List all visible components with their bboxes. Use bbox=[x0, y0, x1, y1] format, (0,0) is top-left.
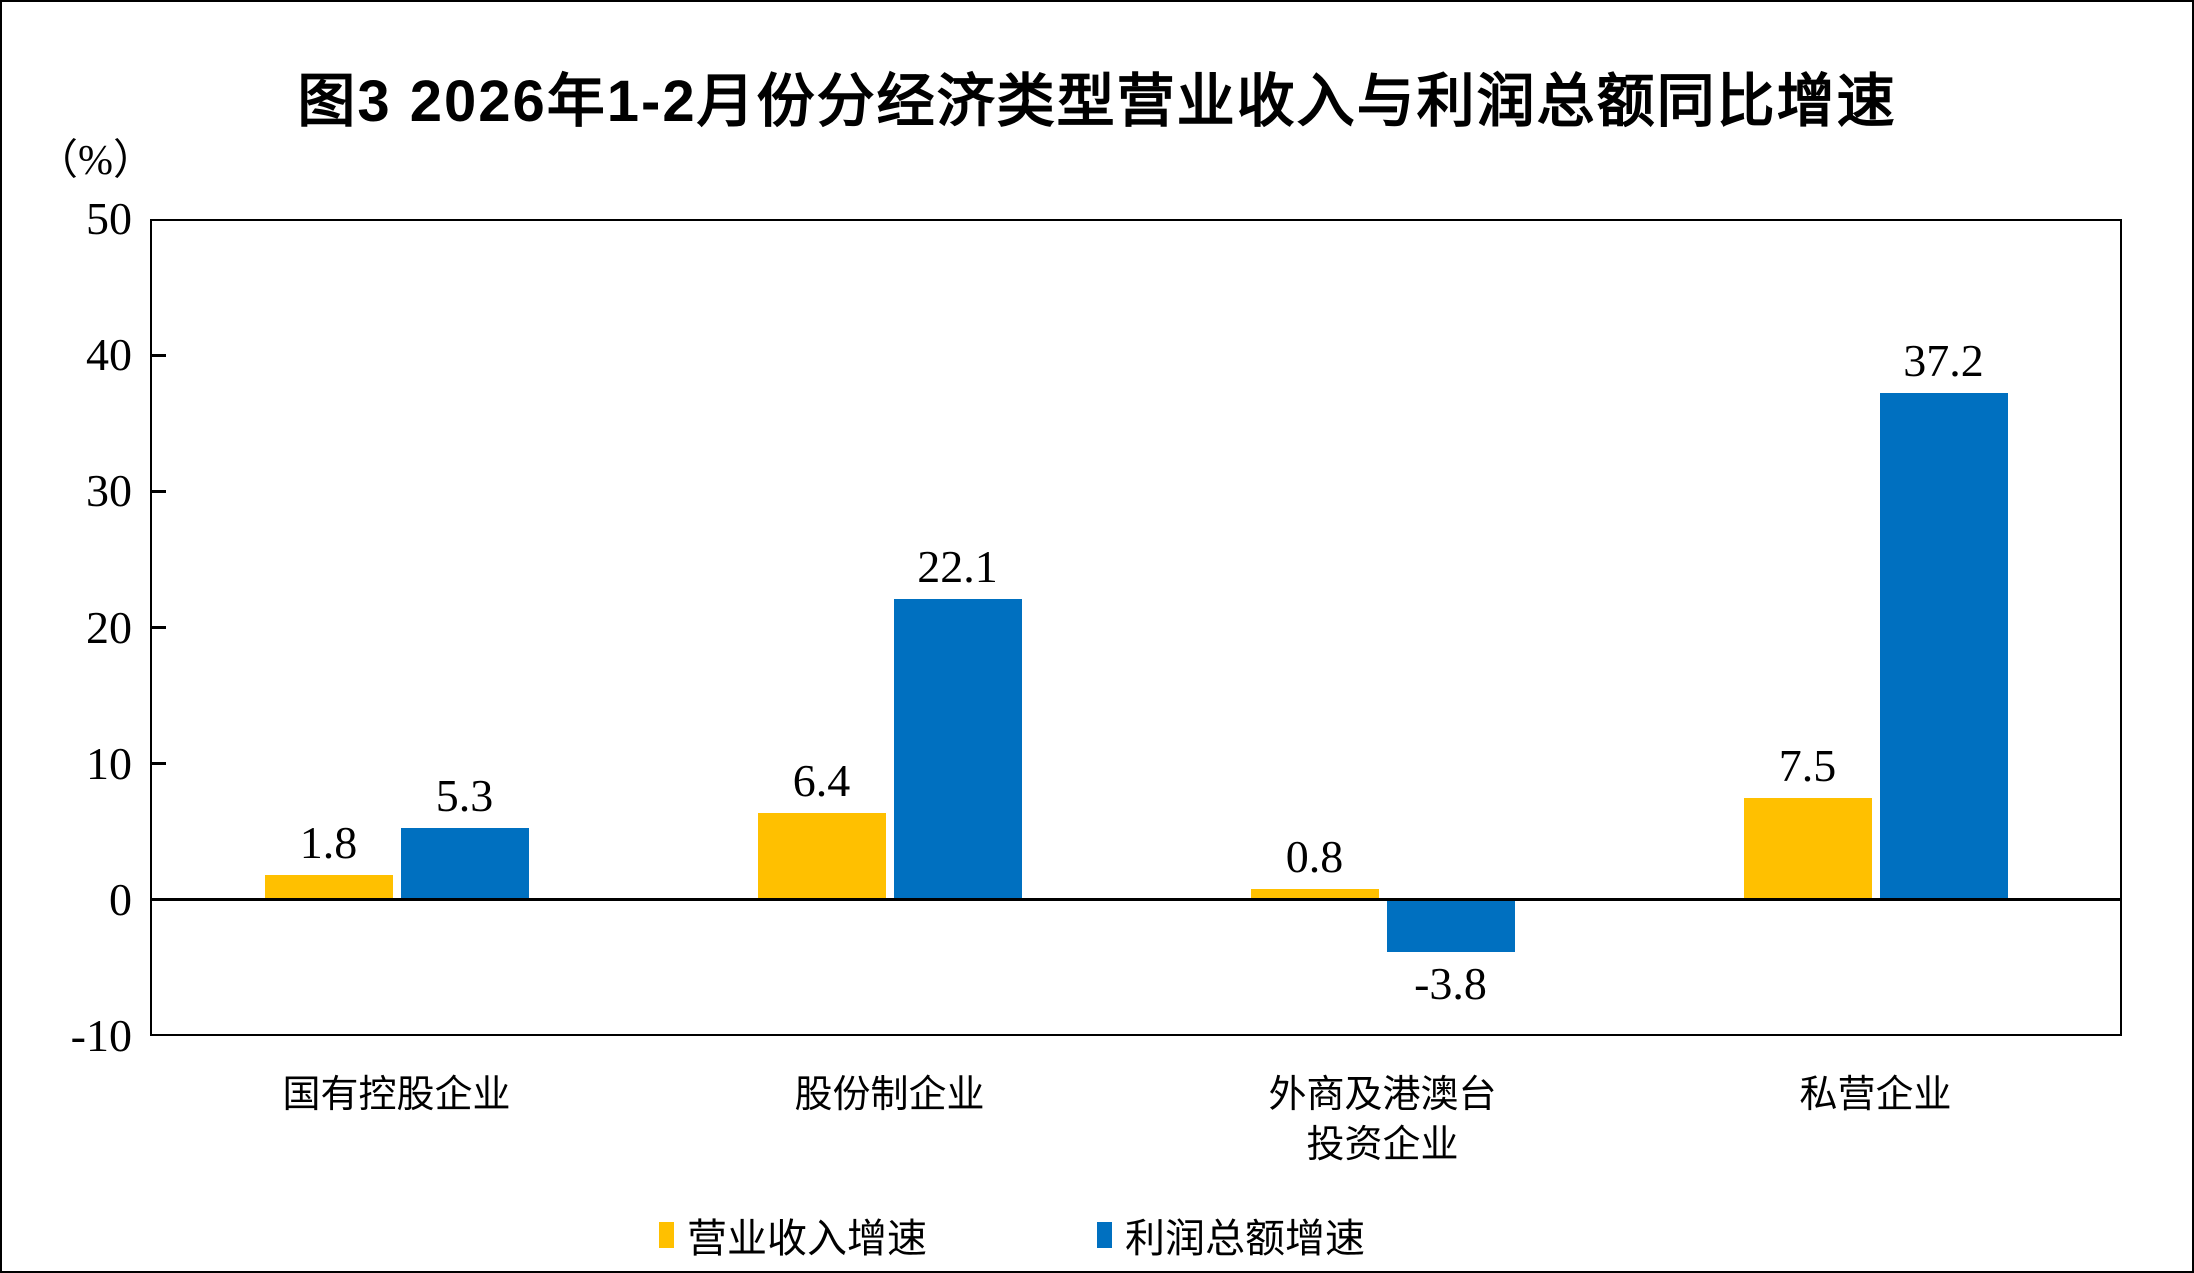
y-axis-tick-mark bbox=[150, 626, 166, 629]
x-axis-category-label: 国有控股企业 bbox=[282, 1074, 511, 1116]
legend-label: 利润总额增速 bbox=[1125, 1216, 1365, 1261]
y-axis-tick-label: 50 bbox=[86, 193, 132, 244]
bar-series-1 bbox=[893, 598, 1022, 900]
legend-swatch-icon bbox=[659, 1222, 674, 1248]
legend-label: 营业收入增速 bbox=[687, 1216, 927, 1261]
bar-value-label: 7.5 bbox=[1778, 739, 1837, 791]
bar-series-0 bbox=[757, 812, 886, 900]
bar-series-1 bbox=[1386, 899, 1515, 952]
bar-value-label: -3.8 bbox=[1414, 957, 1487, 1009]
bar-value-label: 37.2 bbox=[1903, 335, 1984, 387]
y-axis-tick-label: 0 bbox=[109, 873, 132, 925]
bar-value-label: 1.8 bbox=[299, 817, 358, 869]
legend: 营业收入增速 利润总额增速 bbox=[2, 1206, 2107, 1264]
legend-item: 利润总额增速 bbox=[1097, 1206, 1365, 1264]
y-axis-tick-label: 30 bbox=[86, 465, 132, 517]
bar-series-1 bbox=[400, 827, 529, 900]
chart-title: 图3 2026年1-2月份分经济类型营业收入与利润总额同比增速 bbox=[297, 69, 1897, 134]
bar-series-1 bbox=[1879, 393, 2008, 900]
y-axis-tick-mark bbox=[150, 353, 166, 357]
bar-value-label: 6.4 bbox=[792, 754, 851, 806]
x-axis-category-label: 私营企业 bbox=[1799, 1074, 1952, 1116]
y-axis-tick-mark bbox=[150, 762, 166, 766]
bar-series-0 bbox=[1743, 797, 1872, 900]
y-axis-tick-label: -10 bbox=[70, 1010, 132, 1061]
x-axis-category-label: 外商及港澳台 投资企业 bbox=[1268, 1074, 1497, 1167]
x-axis-category-label: 股份制企业 bbox=[794, 1074, 985, 1116]
bar-series-0 bbox=[264, 875, 393, 900]
y-axis-tick-mark bbox=[150, 489, 166, 493]
legend-item: 营业收入增速 bbox=[659, 1206, 927, 1264]
bar-value-label: 5.3 bbox=[435, 769, 494, 821]
legend-swatch-icon bbox=[1097, 1222, 1112, 1248]
y-axis-tick-label: 40 bbox=[86, 329, 132, 381]
bar-series-0 bbox=[1250, 888, 1379, 900]
zero-axis-line bbox=[150, 898, 2122, 902]
plot-area bbox=[150, 219, 2122, 1036]
bar-value-label: 0.8 bbox=[1285, 830, 1344, 882]
y-axis-tick-label: 20 bbox=[86, 601, 132, 653]
bar-value-label: 22.1 bbox=[917, 540, 998, 592]
y-axis-tick-label: 10 bbox=[86, 737, 132, 789]
y-axis-unit-label: （%） bbox=[36, 138, 155, 184]
